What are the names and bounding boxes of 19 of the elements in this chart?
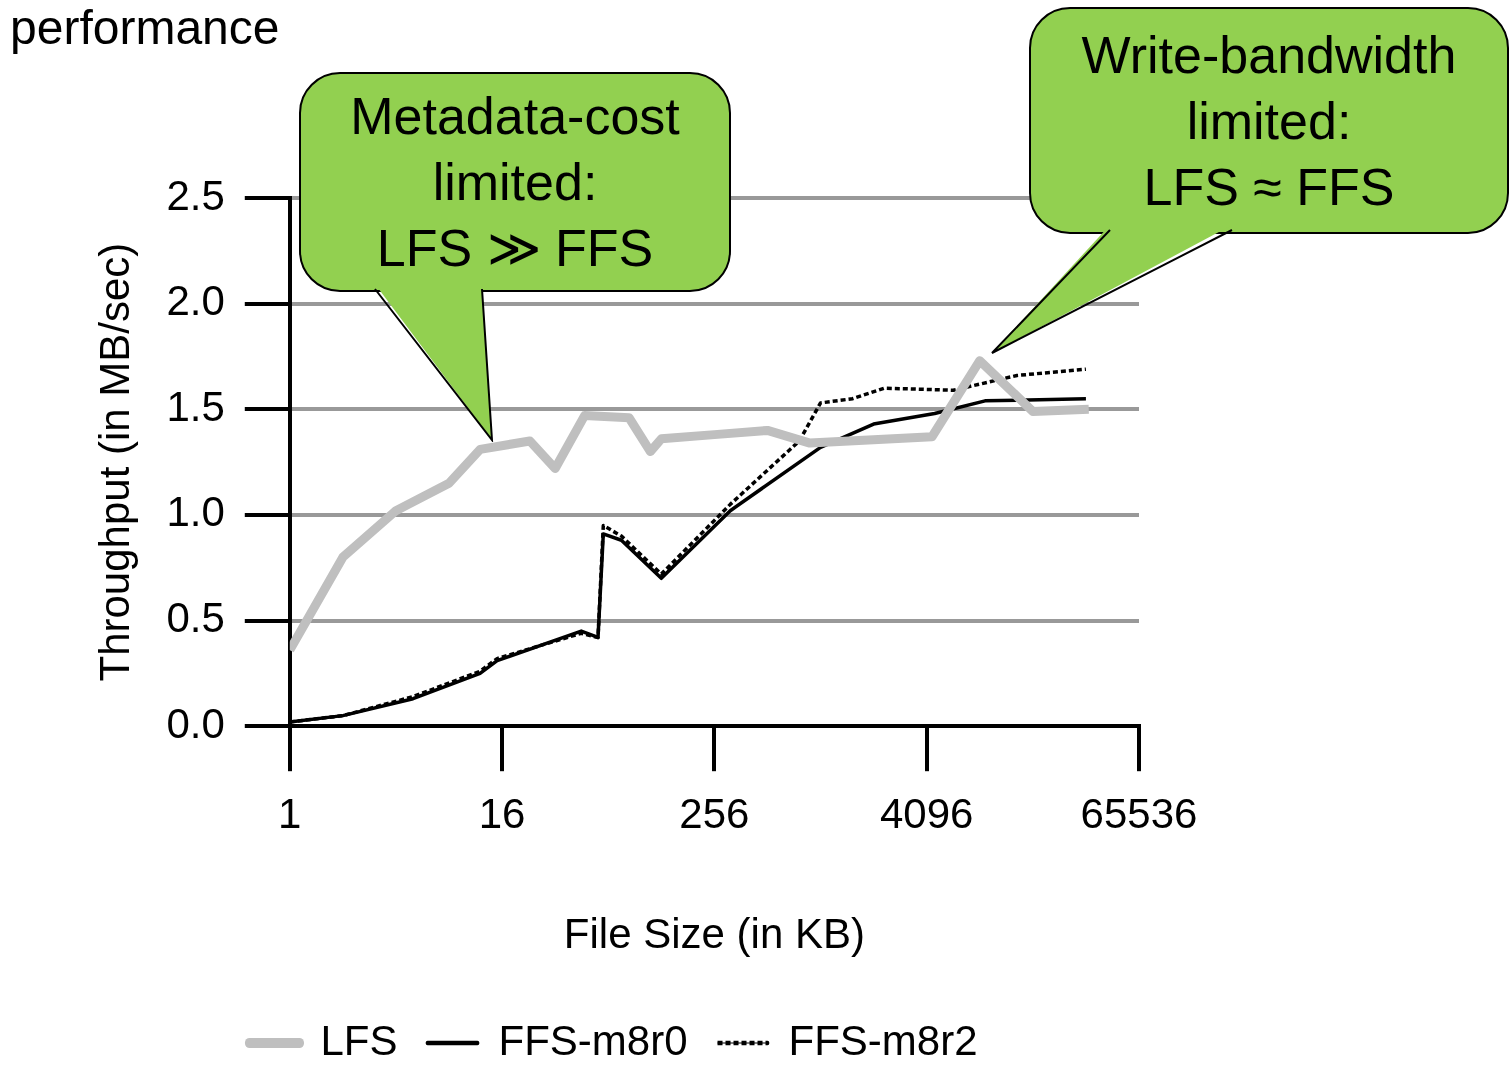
- x-tick-label: 16: [478, 789, 526, 837]
- y-tick-label: 2.5: [166, 171, 225, 219]
- y-tick-label: 0.5: [166, 594, 225, 642]
- x-tick-label: 1: [278, 789, 302, 837]
- legend-label: LFS: [320, 1016, 398, 1064]
- annotation: Metadata-cost limited: LFS ≫ FFS: [300, 73, 730, 291]
- legend-label: FFS-m8r2: [788, 1016, 978, 1064]
- legend-label: FFS-m8r0: [498, 1016, 688, 1064]
- y-tick-label: 2.0: [166, 277, 225, 325]
- y-axis-title: Throughput (in MB/sec): [90, 242, 138, 682]
- chart-title: performance: [10, 0, 280, 56]
- y-tick-label: 0.0: [166, 699, 225, 747]
- x-tick-label: 65536: [1080, 789, 1198, 837]
- y-tick-label: 1.0: [166, 488, 225, 536]
- y-tick-label: 1.5: [166, 382, 225, 430]
- x-axis-title: File Size (in KB): [563, 910, 865, 958]
- x-tick-label: 4096: [879, 789, 974, 837]
- x-tick-label: 256: [679, 789, 750, 837]
- annotation: Write-bandwidth limited: LFS ≈ FFS: [1030, 8, 1508, 233]
